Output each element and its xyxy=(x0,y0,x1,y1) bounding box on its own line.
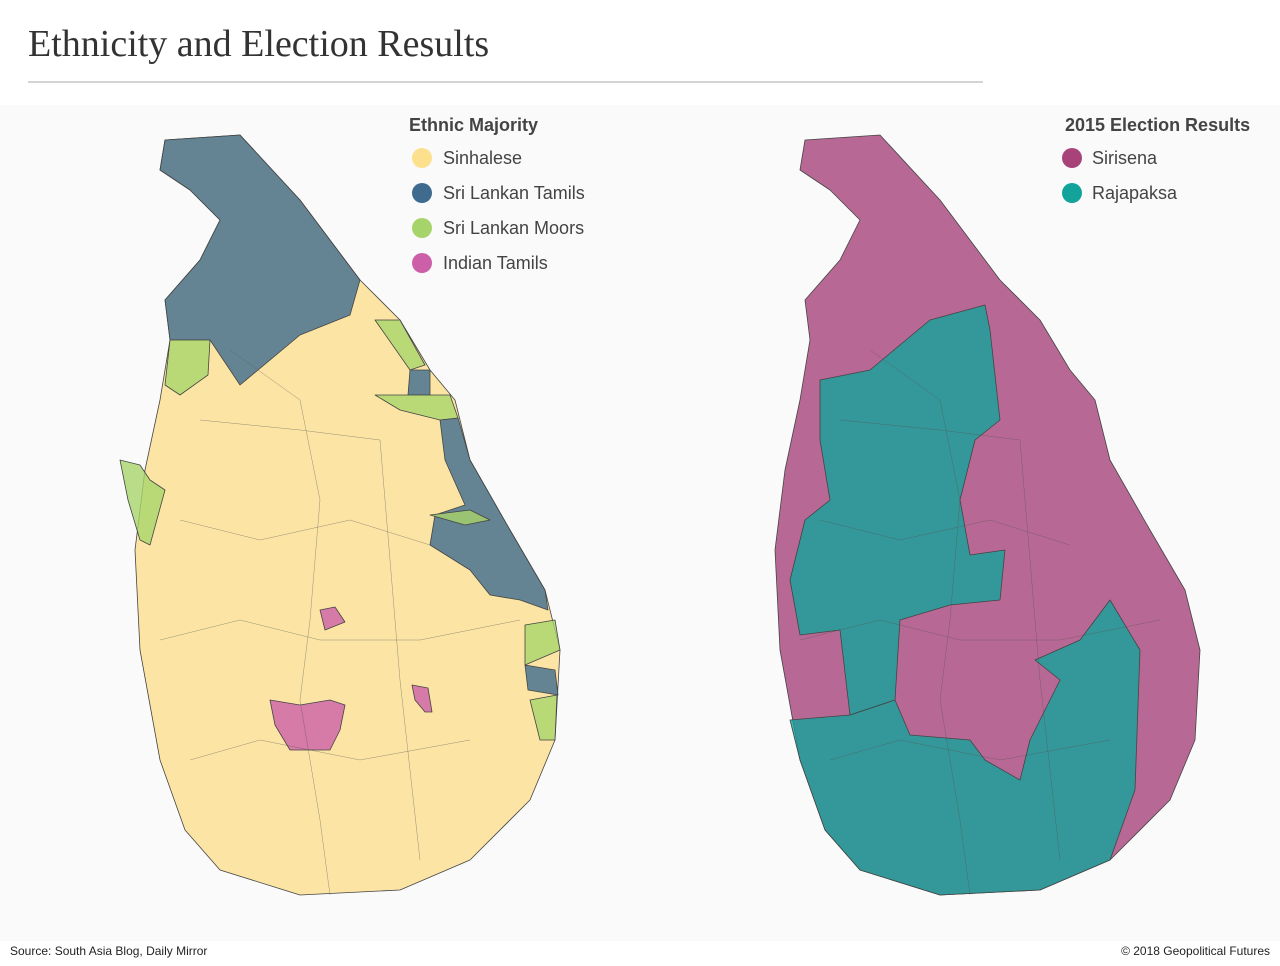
legend: 2015 Election Results Sirisena Rajapaksa xyxy=(1062,115,1250,203)
legend-label: Indian Tamils xyxy=(443,253,548,273)
region-moors-1 xyxy=(164,319,459,421)
source-note: Source: South Asia Blog, Daily Mirror xyxy=(10,944,207,958)
legend-swatch xyxy=(412,253,432,273)
legend-swatch xyxy=(1062,183,1082,203)
region-rajapaksa-central xyxy=(789,304,1006,716)
legend-label: Sri Lankan Tamils xyxy=(443,183,585,203)
page-title: Ethnicity and Election Results xyxy=(28,23,489,65)
district-lines xyxy=(799,349,1161,896)
election-map xyxy=(774,134,1201,896)
legend-swatch xyxy=(1062,148,1082,168)
legend-label: Sri Lankan Moors xyxy=(443,218,584,238)
legend-title: Ethnic Majority xyxy=(409,115,538,135)
region-moors-2 xyxy=(119,459,561,741)
ethnic-map xyxy=(119,134,561,896)
legend-swatch xyxy=(412,183,432,203)
legend-label: Sinhalese xyxy=(443,148,522,168)
region-rajapaksa-south xyxy=(789,599,1141,896)
legend-swatch xyxy=(412,148,432,168)
legend-label: Sirisena xyxy=(1092,148,1158,168)
legend-title: 2015 Election Results xyxy=(1065,115,1250,135)
region-tamil-east xyxy=(429,417,549,611)
credit-note: © 2018 Geopolitical Futures xyxy=(1121,944,1270,958)
legend: Ethnic Majority Sinhalese Sri Lankan Tami… xyxy=(409,115,585,273)
legend-label: Rajapaksa xyxy=(1092,183,1178,203)
district-lines xyxy=(159,349,521,896)
legend-swatch xyxy=(412,218,432,238)
region-indian-tamils xyxy=(269,606,433,751)
